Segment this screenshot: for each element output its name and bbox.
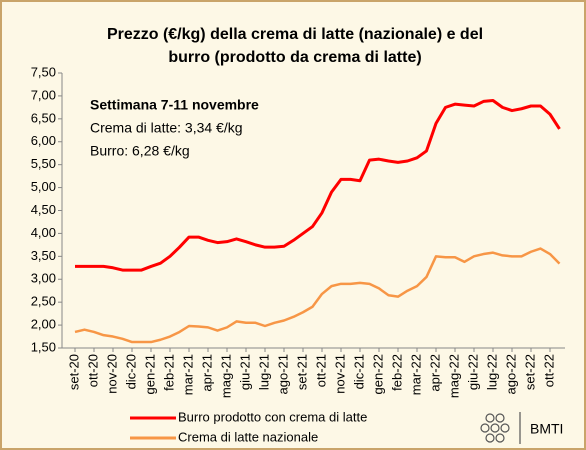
y-tick-label: 5,00: [31, 179, 56, 194]
x-tick-label: dic-20: [123, 354, 138, 389]
logo-text: BMTI: [530, 421, 563, 437]
x-tick-label: feb-22: [389, 354, 404, 391]
x-tick-label: dic-21: [351, 354, 366, 389]
annotation: Settimana 7-11 novembre: [90, 97, 259, 113]
y-tick-label: 7,00: [31, 87, 56, 102]
x-tick-label: nov-20: [104, 354, 119, 394]
x-tick-label: set-21: [294, 354, 309, 390]
x-tick-label: set-22: [522, 354, 537, 390]
series-line: [74, 247, 561, 344]
logo-icon: [480, 412, 521, 444]
x-tick-label: ago-22: [503, 354, 518, 394]
y-tick-label: 5,50: [31, 156, 56, 171]
x-tick-label: apr-21: [199, 354, 214, 392]
annotation: Crema di latte: 3,34 €/kg: [90, 120, 243, 136]
x-tick-label: ott-21: [313, 354, 328, 387]
x-tick-label: apr-22: [427, 354, 442, 392]
chart-title: burro (prodotto da crema di latte): [168, 49, 421, 66]
x-tick-label: nov-21: [332, 354, 347, 394]
y-tick-label: 4,50: [31, 202, 56, 217]
series-line: [75, 99, 561, 272]
x-tick-label: giu-21: [237, 354, 252, 390]
x-tick-label: set-20: [66, 354, 81, 390]
x-tick-label: mag-21: [218, 354, 233, 398]
chart-title: Prezzo (€/kg) della crema di latte (nazi…: [107, 26, 483, 43]
x-tick-label: ott-22: [541, 354, 556, 387]
y-tick-label: 3,50: [31, 248, 56, 263]
y-tick-label: 2,50: [31, 294, 56, 309]
x-tick-label: mar-22: [408, 354, 423, 395]
x-tick-label: gen-21: [142, 354, 157, 394]
legend-label: Burro prodotto con crema di latte: [178, 409, 367, 424]
y-tick-label: 3,00: [31, 271, 56, 286]
annotation: Burro: 6,28 €/kg: [90, 143, 190, 159]
y-tick-label: 4,00: [31, 225, 56, 240]
y-tick-label: 2,00: [31, 317, 56, 332]
x-tick-label: ago-21: [275, 354, 290, 394]
y-tick-label: 7,50: [31, 64, 56, 79]
legend-label: Crema di latte nazionale: [178, 429, 318, 444]
x-tick-label: lug-21: [256, 354, 271, 390]
x-tick-label: gen-22: [370, 354, 385, 394]
x-tick-label: lug-22: [484, 354, 499, 390]
x-tick-label: giu-22: [465, 354, 480, 390]
x-tick-label: mar-21: [180, 354, 195, 395]
y-tick-label: 6,50: [31, 110, 56, 125]
x-tick-label: feb-21: [161, 354, 176, 391]
x-tick-label: mag-22: [446, 354, 461, 398]
x-tick-label: ott-20: [85, 354, 100, 387]
y-tick-label: 6,00: [31, 133, 56, 148]
y-tick-label: 1,50: [31, 339, 56, 354]
